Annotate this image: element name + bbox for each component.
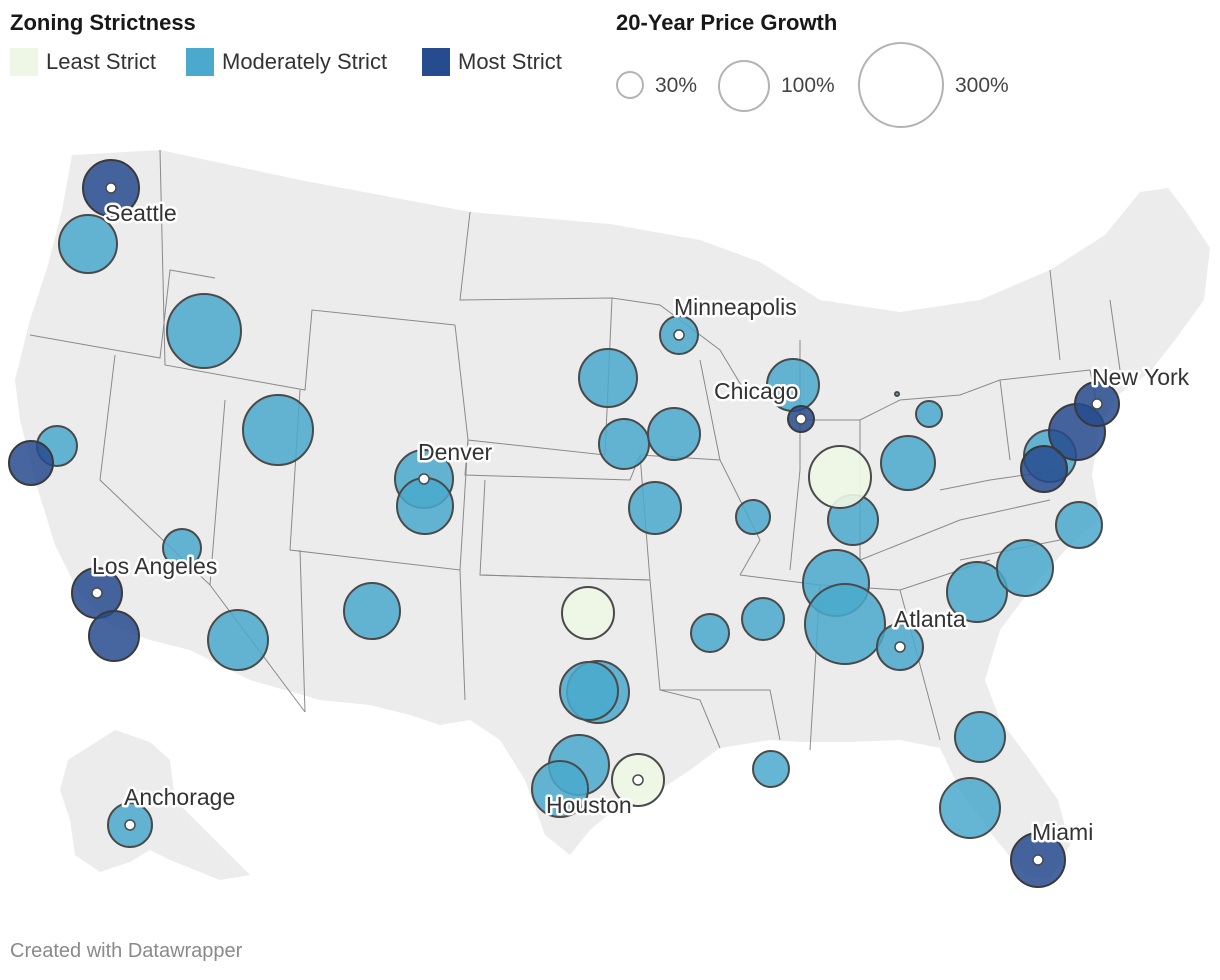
bubble-indianapolis[interactable] bbox=[808, 445, 872, 509]
marker-atlanta bbox=[894, 641, 906, 653]
contiguous-us-landmass bbox=[15, 150, 1210, 880]
least-strict-swatch bbox=[10, 48, 38, 76]
bubble-colorado-springs[interactable] bbox=[396, 477, 454, 535]
alaska-landmass bbox=[60, 730, 250, 880]
bubble-oklahoma-city[interactable] bbox=[561, 586, 615, 640]
bubble-pittsburgh[interactable] bbox=[894, 391, 900, 397]
bubble-omaha[interactable] bbox=[598, 418, 650, 470]
state-border-utah-colorado bbox=[209, 389, 469, 586]
bubble-virginia-beach[interactable] bbox=[1055, 501, 1103, 549]
label-minneapolis: Minneapolis bbox=[674, 294, 797, 320]
bubble-tampa[interactable] bbox=[939, 777, 1001, 839]
bubble-boise[interactable] bbox=[166, 293, 242, 369]
marker-houston bbox=[632, 774, 644, 786]
bubble-charlotte[interactable] bbox=[946, 561, 1008, 623]
legend-item-least-strict: Least Strict bbox=[10, 48, 156, 76]
bubble-san-francisco[interactable] bbox=[8, 440, 54, 486]
bubble-san-diego[interactable] bbox=[88, 610, 140, 662]
bubble-salt-lake-city[interactable] bbox=[242, 394, 314, 466]
bubble-las-vegas[interactable] bbox=[162, 528, 202, 568]
size-legend-label-300: 300% bbox=[955, 74, 1009, 97]
marker-miami bbox=[1032, 854, 1044, 866]
label-new-york: New York bbox=[1092, 364, 1190, 390]
marker-seattle bbox=[105, 182, 117, 194]
bubble-portland[interactable] bbox=[58, 214, 118, 274]
size-legend-circle-100 bbox=[718, 60, 770, 112]
bubble-des-moines[interactable] bbox=[647, 407, 701, 461]
bubble-jacksonville[interactable] bbox=[954, 711, 1006, 763]
land-layer bbox=[15, 150, 1210, 880]
marker-minneapolis bbox=[673, 329, 685, 341]
marker-denver bbox=[418, 473, 430, 485]
bubble-raleigh[interactable] bbox=[996, 539, 1054, 597]
label-los-angeles: Los Angeles bbox=[92, 553, 217, 579]
size-legend-circle-30 bbox=[616, 71, 644, 99]
bubble-new-orleans[interactable] bbox=[752, 750, 790, 788]
bubble-kansas-city[interactable] bbox=[628, 481, 682, 535]
bubble-little-rock[interactable] bbox=[690, 613, 730, 653]
label-anchorage: Anchorage bbox=[124, 784, 235, 810]
size-legend-label-100: 100% bbox=[781, 74, 835, 97]
bubble-memphis[interactable] bbox=[741, 597, 785, 641]
marker-chicago bbox=[795, 413, 807, 425]
state-border-idaho-montana bbox=[159, 149, 456, 391]
bubble-sioux-falls[interactable] bbox=[578, 348, 638, 408]
bubble-albuquerque[interactable] bbox=[343, 582, 401, 640]
size-legend-label-30: 30% bbox=[655, 74, 698, 97]
legend-item-moderately-strict: Moderately Strict bbox=[186, 48, 387, 76]
legend-label-least-strict: Least Strict bbox=[46, 49, 157, 74]
price-growth-title: 20-Year Price Growth bbox=[616, 10, 838, 35]
bubble-cleveland[interactable] bbox=[915, 400, 943, 428]
bubble-columbus[interactable] bbox=[880, 435, 936, 491]
legend-label-most-strict: Most Strict bbox=[458, 49, 562, 74]
marker-new-york bbox=[1091, 398, 1103, 410]
marker-anchorage bbox=[124, 819, 136, 831]
bubble-birmingham[interactable] bbox=[804, 583, 886, 665]
size-legend-circle-300 bbox=[858, 42, 944, 128]
datawrapper-credit[interactable]: Created with Datawrapper bbox=[10, 940, 243, 962]
label-seattle: Seattle bbox=[105, 200, 177, 226]
bubble-fort-worth[interactable] bbox=[559, 661, 619, 721]
label-atlanta: Atlanta bbox=[894, 606, 966, 632]
most-strict-swatch bbox=[422, 48, 450, 76]
moderately-strict-swatch bbox=[186, 48, 214, 76]
zoning-strictness-title: Zoning Strictness bbox=[10, 10, 196, 35]
state-border-northeast bbox=[859, 269, 1121, 461]
label-houston: Houston bbox=[546, 792, 632, 818]
legend-item-most-strict: Most Strict bbox=[422, 48, 562, 76]
label-miami: Miami bbox=[1032, 819, 1093, 845]
bubble-phoenix[interactable] bbox=[207, 609, 269, 671]
legend-label-moderately-strict: Moderately Strict bbox=[222, 49, 388, 74]
bubble-st-louis[interactable] bbox=[735, 499, 771, 535]
bubble-washington-dc[interactable] bbox=[1020, 445, 1068, 493]
marker-los-angeles bbox=[91, 587, 103, 599]
label-chicago: Chicago bbox=[714, 378, 798, 404]
city-markers bbox=[91, 182, 1103, 866]
bubble-san-antonio[interactable] bbox=[531, 760, 589, 818]
city-labels: Seattle Minneapolis Chicago New York Den… bbox=[90, 198, 1193, 848]
state-border-west-coast bbox=[29, 269, 216, 359]
label-denver: Denver bbox=[418, 439, 492, 465]
